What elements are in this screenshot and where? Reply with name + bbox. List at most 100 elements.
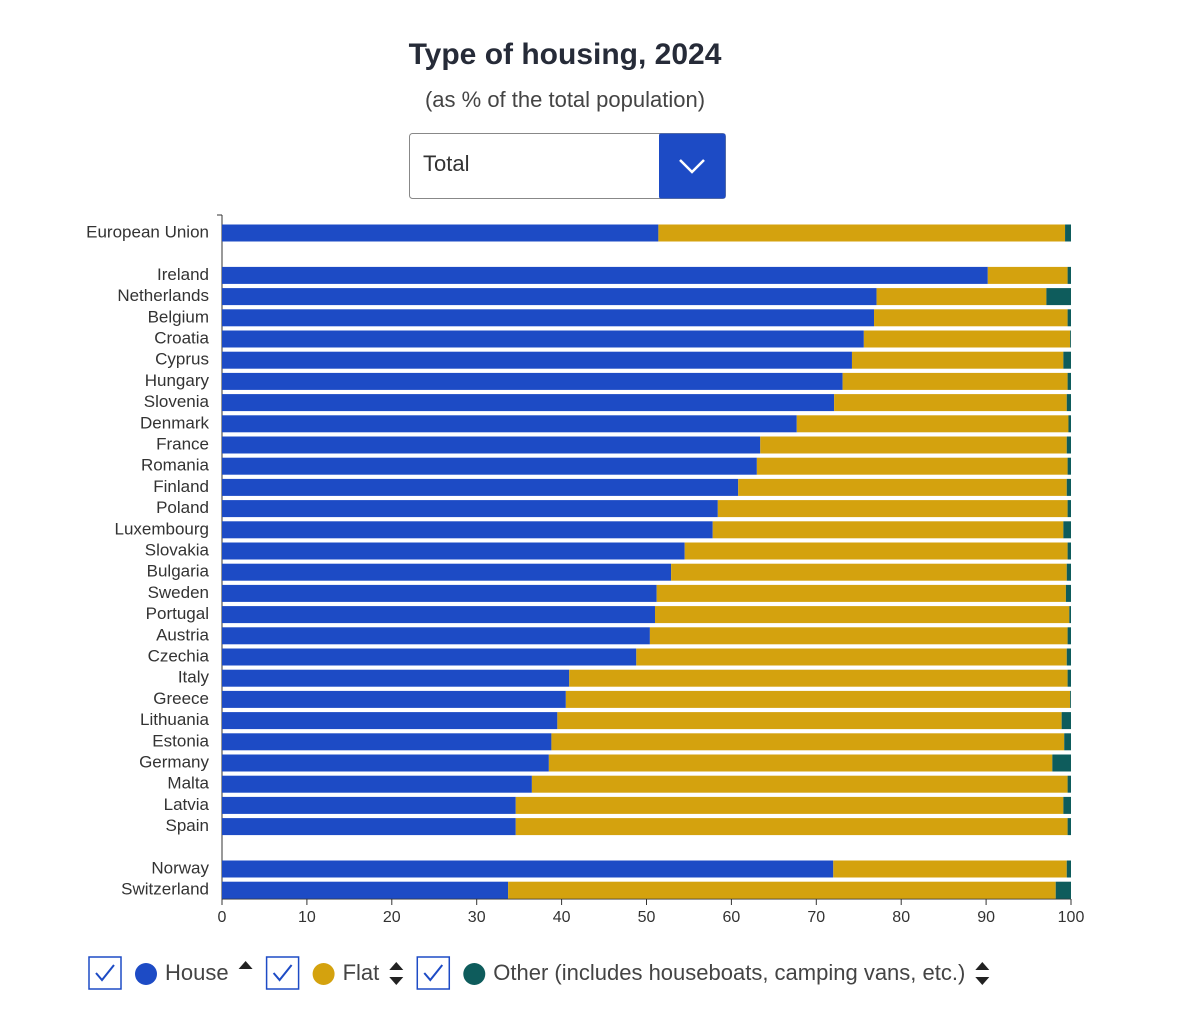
legend-swatch: [135, 963, 157, 985]
y-tick-label: Lithuania: [140, 710, 210, 729]
bar-segment: [1067, 775, 1071, 793]
y-tick-label: Belgium: [148, 307, 209, 326]
y-tick-label: Italy: [178, 668, 210, 687]
x-tick-label: 70: [807, 909, 825, 926]
bar-segment: [531, 775, 1068, 793]
y-tick-label: Greece: [153, 689, 209, 708]
bar-segment: [222, 754, 549, 772]
bar-segment: [851, 351, 1064, 369]
bar-segment: [1070, 690, 1071, 708]
sort-icon[interactable]: [389, 962, 404, 970]
bar-segment: [222, 224, 659, 242]
bar-segment: [1066, 436, 1071, 454]
legend-check: [423, 964, 444, 982]
bar-segment: [222, 627, 650, 645]
bar-segment: [515, 796, 1064, 814]
x-tick-label: 90: [977, 909, 995, 926]
dropdown-button[interactable]: [659, 133, 726, 199]
legend-checkbox[interactable]: [416, 956, 451, 990]
y-tick-label: Finland: [153, 477, 209, 496]
legend-label[interactable]: House: [165, 960, 229, 985]
legend-checkbox[interactable]: [265, 956, 300, 990]
bar-segment: [222, 330, 864, 348]
bar-segment: [222, 436, 761, 454]
bar-segment: [222, 266, 988, 284]
bar-segment: [1063, 521, 1071, 539]
y-tick-label: Germany: [139, 752, 209, 771]
bar-segment: [222, 351, 852, 369]
bar-segment: [548, 754, 1053, 772]
legend-label[interactable]: Other (includes houseboats, camping vans…: [493, 960, 965, 985]
y-tick-label: Czechia: [148, 646, 210, 665]
bar-segment: [222, 478, 739, 496]
bar-segment: [508, 881, 1056, 899]
bar-segment: [1063, 796, 1071, 814]
sort-icon[interactable]: [975, 962, 990, 970]
bar-segment: [717, 500, 1068, 518]
bar-segment: [1052, 754, 1071, 772]
sort-icon[interactable]: [975, 977, 990, 985]
x-tick-label: 20: [383, 909, 401, 926]
y-tick-label: Bulgaria: [147, 562, 210, 581]
bar-segment: [1061, 712, 1071, 730]
bar-segment: [222, 712, 558, 730]
bar-segment: [1066, 860, 1071, 878]
bar-segment: [222, 542, 685, 560]
bar-segment: [1067, 818, 1071, 836]
x-tick-label: 0: [218, 909, 227, 926]
y-tick-label: Switzerland: [121, 880, 209, 899]
bar-segment: [565, 690, 1071, 708]
y-tick-label: Slovenia: [144, 392, 210, 411]
bar-segment: [760, 436, 1067, 454]
bar-segment: [222, 860, 834, 878]
x-tick-label: 100: [1058, 909, 1085, 926]
x-tick-label: 40: [553, 909, 571, 926]
bar-segment: [222, 563, 672, 581]
y-tick-label: Denmark: [140, 413, 209, 432]
bar-segment: [671, 563, 1067, 581]
bar-segment: [222, 606, 655, 624]
bar-segment: [1064, 733, 1071, 751]
bar-segment: [684, 542, 1068, 560]
bar-segment: [515, 818, 1068, 836]
dropdown[interactable]: Total: [409, 133, 726, 199]
chart-subtitle: (as % of the total population): [425, 87, 705, 112]
bar-segment: [222, 584, 657, 602]
bar-segment: [1067, 627, 1071, 645]
x-tick-label: 10: [298, 909, 316, 926]
dropdown-chevron: [679, 159, 705, 174]
y-tick-label: Luxembourg: [114, 519, 209, 538]
x-tick-label: 60: [723, 909, 741, 926]
bar-segment: [833, 860, 1067, 878]
bar-segment: [222, 521, 713, 539]
y-tick-label: Sweden: [148, 583, 209, 602]
y-tick-label: Spain: [166, 816, 209, 835]
sort-icon[interactable]: [238, 961, 253, 969]
bar-segment: [222, 690, 566, 708]
legend-label[interactable]: Flat: [343, 960, 380, 985]
bar-segment: [1066, 478, 1071, 496]
bar-segment: [1067, 542, 1071, 560]
bar-segment: [1069, 606, 1071, 624]
bar-segment: [636, 648, 1067, 666]
bar-segment: [658, 224, 1066, 242]
bar-segment: [1066, 394, 1071, 412]
bar-segment: [222, 500, 718, 518]
bar-segment: [557, 712, 1062, 730]
bar-segment: [738, 478, 1067, 496]
chart-title: Type of housing, 2024: [409, 38, 722, 71]
legend-checkbox[interactable]: [88, 956, 122, 990]
bar-segment: [222, 309, 875, 327]
x-tick-label: 30: [468, 909, 486, 926]
bar-segment: [842, 372, 1068, 390]
y-tick-label: Portugal: [146, 604, 209, 623]
bar-segment: [1067, 372, 1071, 390]
bar-segment: [987, 266, 1068, 284]
bar-segment: [756, 457, 1068, 475]
bar-segment: [654, 606, 1070, 624]
y-tick-label: Austria: [156, 625, 209, 644]
bar-segment: [796, 415, 1069, 433]
sort-icon[interactable]: [389, 977, 404, 985]
bar-segment: [222, 775, 532, 793]
